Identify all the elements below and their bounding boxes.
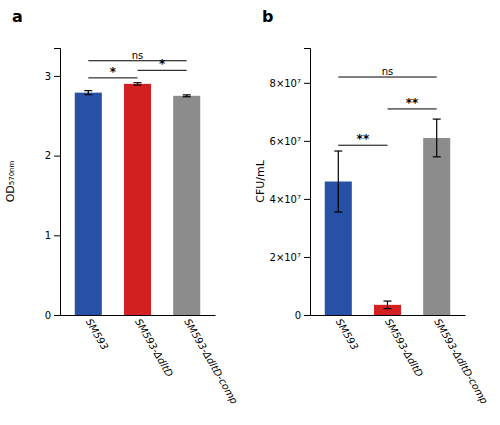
x-axis: SM593 SM593-ΔdltDSM593-ΔdltD-comp [311,316,491,406]
y-tick: 4×10⁷ [270,194,310,205]
y-tick: 2×10⁷ [270,252,310,263]
y-tick-label: 4×10⁷ [270,194,301,205]
y-tick-mark [54,76,60,77]
panel: 0 2×10⁷ 4×10⁷ 6×10⁷ 8×10⁷ SM593 SM593-ΔdltDSM5… [254,7,490,406]
error-bar [183,95,191,97]
error-bar-cap [433,156,441,157]
y-tick: 6×10⁷ [270,136,310,147]
y-tick: 0 [45,310,60,321]
y-tick: 8×10⁷ [270,78,310,89]
panel: 0 1 2 3 SM593 SM593-ΔdltDSM593-ΔdltD-comp * * ns… [4,7,240,406]
y-tick-mark [54,156,60,157]
y-tick-mark [54,315,60,316]
error-bar-cap [334,150,342,151]
error-bar-cap [84,90,92,91]
y-tick-label: 0 [295,310,301,321]
error-bar-cap [84,94,92,95]
significance-label: * [110,65,117,79]
error-bar [334,151,342,212]
y-axis-line [54,49,61,316]
marks [75,83,200,315]
y-tick-label: 8×10⁷ [270,78,301,89]
significance-label: * [159,57,166,71]
y-tick: 3 [45,71,60,82]
y-tick-mark [304,257,310,258]
y-tick: 2 [45,150,60,161]
y-tick-label: 0 [45,310,51,321]
panel-label: a [12,7,23,26]
y-tick: 1 [45,230,60,241]
error-bar-cap [384,300,392,301]
error-bar-cap [134,84,142,85]
y-axis-title: CFU/mL [254,159,267,202]
x-tick-label: SM593-ΔdltD [133,317,175,379]
error-bar [84,91,92,95]
y-tick-mark [304,141,310,142]
x-tick: SM593 [334,317,361,352]
bar [75,93,102,315]
bar [124,84,151,315]
y-tick-mark [304,199,310,200]
panel-label: b [262,7,273,26]
significance-label: ns [132,50,144,61]
x-tick: SM593-ΔdltD [383,317,425,379]
error-bar-stem [338,151,339,212]
x-tick-label: SM593-ΔdltD-comp [432,317,490,406]
error-bar-cap [334,211,342,212]
y-tick-mark [304,83,310,84]
y-tick-mark [304,315,310,316]
y-axis-line [304,49,311,316]
error-bar [384,301,392,309]
y-tick-label: 1 [45,230,51,241]
bar [173,96,200,315]
error-bar-stem [387,301,388,309]
y-tick-mark [54,235,60,236]
significance-label: ** [406,96,419,110]
error-bar-stem [436,119,437,157]
x-tick: SM593-ΔdltD-comp [182,317,240,406]
error-bar-cap [134,82,142,83]
x-axis: SM593 SM593-ΔdltDSM593-ΔdltD-comp [61,316,241,406]
y-tick: 0 [295,310,310,321]
y-tick-label: 2 [45,150,51,161]
x-tick-label: SM593-ΔdltD [383,317,425,379]
x-tick-label: SM593 [84,317,111,352]
x-tick: SM593-ΔdltD-comp [432,317,490,406]
y-tick-label: 6×10⁷ [270,136,301,147]
significance-label: ns [382,66,394,77]
x-tick: SM593-ΔdltD [133,317,175,379]
x-tick: SM593 [84,317,111,352]
y-axis: 0 1 2 3 [45,49,61,321]
marks [325,119,450,315]
error-bar [134,83,142,85]
error-bar [433,119,441,157]
chart: 0123SM593SM593-ΔdltDSM593-ΔdltD-comp**ns… [0,0,500,425]
y-tick-label: 3 [45,71,51,82]
significance-label: ** [357,132,370,146]
x-tick-label: SM593 [334,317,361,352]
x-tick-label: SM593-ΔdltD-comp [182,317,240,406]
error-bar-cap [183,96,191,97]
y-axis-title: OD₅₇₀ₙₘ [4,161,17,203]
y-tick-label: 2×10⁷ [270,252,301,263]
error-bar-cap [183,94,191,95]
y-axis: 0 2×10⁷ 4×10⁷ 6×10⁷ 8×10⁷ [270,49,311,321]
error-bar-cap [384,308,392,309]
bar [423,138,450,315]
error-bar-cap [433,119,441,120]
